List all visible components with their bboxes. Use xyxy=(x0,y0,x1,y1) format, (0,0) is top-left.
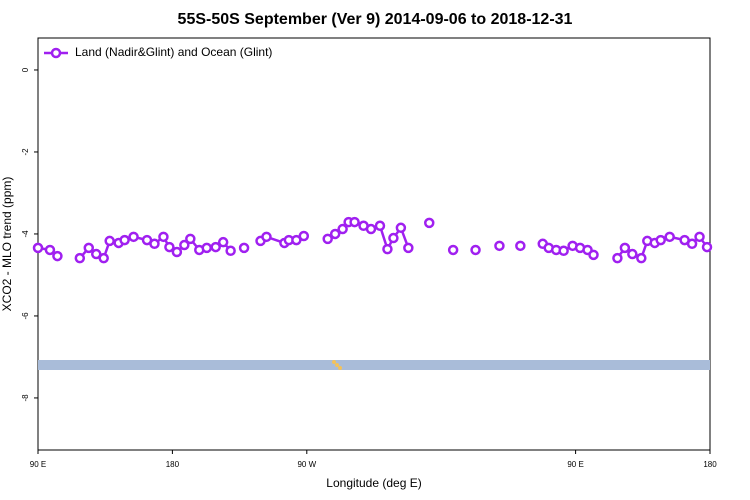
point xyxy=(119,234,130,246)
point xyxy=(98,252,109,264)
point xyxy=(210,241,221,253)
point xyxy=(164,241,175,253)
point xyxy=(619,242,631,254)
y-axis-label: XCO2 - MLO trend (ppm) xyxy=(0,177,14,312)
point xyxy=(694,231,705,243)
band-dot xyxy=(338,366,342,370)
legend-marker xyxy=(50,47,62,59)
point xyxy=(104,235,115,247)
point xyxy=(558,245,569,257)
point xyxy=(261,231,272,243)
point xyxy=(52,250,63,262)
y-tick-label: -8 xyxy=(21,394,30,402)
point xyxy=(171,246,183,258)
point xyxy=(158,231,169,243)
point xyxy=(403,242,414,254)
point xyxy=(74,252,86,264)
point xyxy=(179,239,190,251)
chart-title: 55S-50S September (Ver 9) 2014-09-06 to … xyxy=(178,11,573,28)
band-dot xyxy=(335,363,339,367)
point xyxy=(365,223,377,235)
x-tick-label: 180 xyxy=(166,460,180,469)
point xyxy=(238,242,250,254)
point xyxy=(149,238,160,250)
point xyxy=(329,228,341,240)
point xyxy=(217,236,229,248)
x-tick-label: 90 E xyxy=(30,460,46,469)
point xyxy=(322,233,333,245)
point xyxy=(627,248,638,260)
plot-frame xyxy=(37,37,711,451)
x-tick-label: 180 xyxy=(703,460,717,469)
point xyxy=(225,245,236,257)
background-band xyxy=(38,360,710,370)
band-dot xyxy=(332,360,336,364)
point xyxy=(291,234,302,246)
point xyxy=(388,232,399,244)
point xyxy=(470,244,481,256)
y-tick-label: -4 xyxy=(21,230,30,238)
legend-label: Land (Nadir&Glint) and Ocean (Glint) xyxy=(75,45,272,59)
point xyxy=(382,243,393,255)
point xyxy=(447,244,459,256)
point xyxy=(374,220,386,232)
y-tick-label: 0 xyxy=(21,67,30,72)
point xyxy=(44,244,56,256)
point xyxy=(612,252,623,264)
point xyxy=(636,252,647,264)
y-tick-label: -6 xyxy=(21,312,30,320)
point xyxy=(701,241,713,253)
point xyxy=(424,217,435,229)
x-axis-label: Longitude (deg E) xyxy=(326,476,421,490)
point xyxy=(32,242,44,254)
point xyxy=(686,238,698,250)
point xyxy=(588,249,599,261)
point xyxy=(128,231,139,243)
point xyxy=(337,223,348,235)
point xyxy=(349,216,360,228)
x-tick-label: 90 E xyxy=(567,460,583,469)
point xyxy=(83,242,95,254)
point xyxy=(655,234,666,246)
point xyxy=(298,230,310,242)
point xyxy=(90,248,102,260)
point xyxy=(515,240,526,252)
point xyxy=(201,242,212,254)
point xyxy=(395,222,407,234)
point xyxy=(664,231,675,243)
y-tick-label: -2 xyxy=(21,148,30,156)
point xyxy=(494,240,505,252)
x-tick-label: 90 W xyxy=(297,460,316,469)
point xyxy=(185,233,196,245)
